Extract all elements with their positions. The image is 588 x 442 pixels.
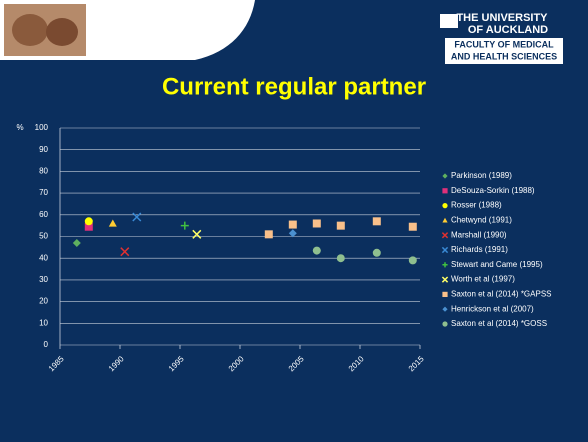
y-tick-label: 10	[39, 318, 48, 327]
y-tick-label: 80	[39, 167, 48, 176]
legend-label: Chetwynd (1991)	[451, 216, 512, 225]
data-point	[192, 229, 202, 239]
chart-title: Current regular partner	[162, 73, 426, 100]
y-tick-label: 60	[39, 210, 48, 219]
data-point	[372, 217, 381, 226]
legend-marker	[442, 173, 448, 179]
y-tick-label: 40	[39, 253, 48, 262]
y-tick-label: 0	[44, 340, 49, 349]
photo-figure	[12, 14, 48, 46]
data-point	[288, 220, 297, 229]
legend-marker	[442, 217, 448, 223]
logo-crest	[440, 14, 458, 28]
y-tick-label: 70	[39, 188, 48, 197]
data-point	[108, 219, 117, 227]
data-point	[132, 212, 142, 222]
legend-label: Henrickson et al (2007)	[451, 304, 534, 313]
photo-figure	[46, 18, 78, 46]
y-tick-label: 30	[39, 275, 48, 284]
data-point	[180, 221, 189, 230]
legend-marker	[442, 188, 448, 194]
data-point	[120, 247, 130, 257]
legend-marker	[442, 262, 448, 268]
data-point	[84, 222, 93, 231]
data-point	[72, 239, 81, 248]
y-tick-label: 100	[35, 123, 49, 132]
legend-label: Parkinson (1989)	[451, 171, 512, 180]
legend-label: Saxton et al (2014) *GOSS	[451, 319, 547, 328]
legend-label: Worth et al (1997)	[451, 275, 515, 284]
legend-marker	[442, 203, 448, 209]
data-point	[408, 222, 417, 231]
legend-marker	[442, 291, 448, 297]
legend-label: Stewart and Came (1995)	[451, 260, 543, 269]
legend-marker	[442, 306, 448, 312]
logo-text: FACULTY OF MEDICAL	[454, 39, 554, 49]
legend-label: Marshall (1990)	[451, 230, 507, 239]
legend-label: Richards (1991)	[451, 245, 508, 254]
y-axis-label: %	[16, 123, 23, 132]
logo-text: AND HEALTH SCIENCES	[451, 51, 557, 61]
data-point	[408, 256, 417, 265]
y-tick-label: 90	[39, 145, 48, 154]
legend-label: Saxton et al (2014) *GAPSS	[451, 290, 552, 299]
logo-text: OF AUCKLAND	[468, 24, 548, 36]
legend-marker	[441, 246, 449, 254]
data-point	[312, 219, 321, 228]
y-tick-label: 20	[39, 297, 48, 306]
legend-label: Rosser (1988)	[451, 201, 502, 210]
data-point	[312, 246, 321, 255]
legend-marker	[441, 232, 449, 239]
legend-marker	[442, 321, 448, 327]
data-point	[264, 230, 273, 239]
data-point	[336, 221, 345, 230]
y-tick-label: 50	[39, 232, 48, 241]
legend-label: DeSouza-Sorkin (1988)	[451, 186, 535, 195]
data-point	[84, 217, 93, 226]
data-point	[288, 229, 297, 238]
logo-text: THE UNIVERSITY	[456, 12, 548, 24]
legend-marker	[441, 276, 449, 283]
logo-box	[445, 38, 563, 64]
data-point	[336, 254, 345, 263]
data-point	[372, 248, 381, 257]
